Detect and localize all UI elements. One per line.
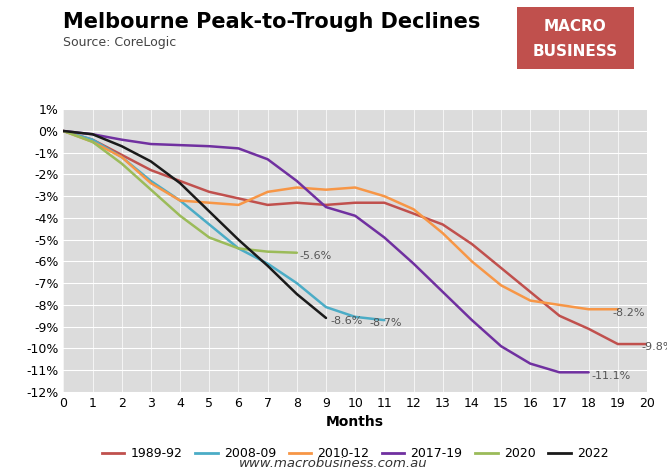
Text: MACRO: MACRO: [544, 19, 607, 34]
Text: -11.1%: -11.1%: [592, 370, 631, 380]
Text: -8.2%: -8.2%: [612, 307, 644, 317]
Text: -8.7%: -8.7%: [370, 318, 402, 328]
Text: -8.6%: -8.6%: [330, 316, 363, 326]
Text: www.macrobusiness.com.au: www.macrobusiness.com.au: [239, 457, 428, 470]
X-axis label: Months: Months: [326, 415, 384, 429]
Text: Melbourne Peak-to-Trough Declines: Melbourne Peak-to-Trough Declines: [63, 12, 481, 32]
Text: -9.8%: -9.8%: [641, 342, 667, 352]
Text: Source: CoreLogic: Source: CoreLogic: [63, 36, 177, 48]
Text: -5.6%: -5.6%: [299, 251, 332, 261]
Legend: 1989-92, 2008-09, 2010-12, 2017-19, 2020, 2022: 1989-92, 2008-09, 2010-12, 2017-19, 2020…: [97, 442, 614, 465]
Text: BUSINESS: BUSINESS: [533, 44, 618, 59]
